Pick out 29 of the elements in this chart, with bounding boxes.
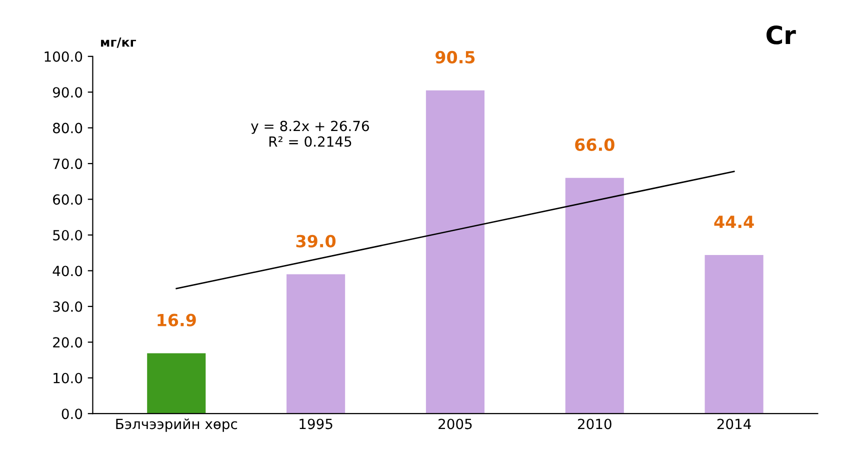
y-tick-label: 40.0 [52,266,82,276]
data-label: 44.4 [714,216,754,228]
annotation: y = 8.2x + 26.76 R² = 0.2145 [251,120,369,147]
bar [286,274,346,414]
bar [565,178,624,414]
y-axis-title: мг/кг [101,38,136,48]
x-tick-label: 2005 [438,418,472,430]
y-tick-label: 50.0 [53,230,82,240]
y-tick-label: 0.0 [62,408,82,420]
data-label: 90.5 [436,50,475,64]
y-tick-label: 70.0 [53,158,82,170]
y-tick-label: 10.0 [54,372,82,384]
x-tick-label: 1995 [300,418,332,430]
y-tick-label: 90.0 [52,87,82,98]
bar [426,90,484,414]
y-tick-label: 60.0 [53,194,82,205]
bar [147,353,206,414]
data-label: 16.9 [158,314,196,326]
bar [704,255,764,414]
y-tick-label: 80.0 [53,122,82,134]
y-tick-label: 30.0 [53,301,82,312]
data-label: 66.0 [575,138,614,152]
x-tick-label: 2010 [578,418,612,430]
x-tick-label: Бэлчээрийн хөрс [116,418,238,432]
y-tick-label: 100.0 [44,51,82,62]
data-label: 39.0 [296,234,336,248]
x-tick-label: 2014 [717,418,751,430]
y-tick-label: 20.0 [53,337,82,348]
chart-title: Cr [766,26,796,44]
